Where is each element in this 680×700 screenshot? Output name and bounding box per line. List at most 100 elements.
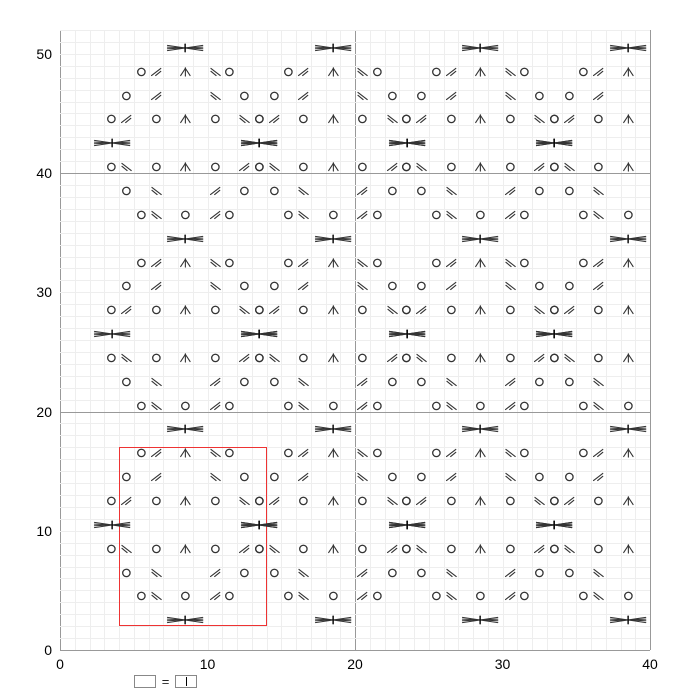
yarn-over-icon: [237, 567, 252, 579]
k2tog-right-icon: [296, 400, 311, 412]
k2tog-right-icon: [444, 209, 459, 221]
yarn-over-icon: [399, 304, 414, 316]
k2tog-right-icon: [503, 90, 518, 102]
k2tog-left-icon: [385, 352, 400, 364]
k2tog-right-icon: [355, 447, 370, 459]
yarn-over-icon: [267, 567, 282, 579]
k2tog-right-icon: [591, 376, 606, 388]
k2tog-right-icon: [149, 376, 164, 388]
cable-icon: [606, 423, 650, 435]
cable-icon: [458, 233, 502, 245]
yarn-over-icon: [547, 352, 562, 364]
cdd-icon: [473, 352, 488, 364]
yarn-over-icon: [576, 590, 591, 602]
k2tog-right-icon: [385, 304, 400, 316]
gridline-minor-h: [60, 54, 650, 55]
k2tog-right-icon: [208, 471, 223, 483]
yarn-over-icon: [532, 280, 547, 292]
cdd-icon: [621, 66, 636, 78]
k2tog-left-icon: [591, 280, 606, 292]
x-tick-label: 30: [495, 656, 511, 672]
yarn-over-icon: [429, 209, 444, 221]
gridline-minor-h: [60, 626, 650, 627]
k2tog-right-icon: [296, 185, 311, 197]
k2tog-right-icon: [296, 209, 311, 221]
yarn-over-icon: [621, 209, 636, 221]
yarn-over-icon: [252, 161, 267, 173]
legend: =: [134, 674, 198, 689]
yarn-over-icon: [591, 495, 606, 507]
k2tog-left-icon: [149, 280, 164, 292]
yarn-over-icon: [414, 567, 429, 579]
k2tog-left-icon: [119, 495, 134, 507]
yarn-over-icon: [355, 113, 370, 125]
k2tog-left-icon: [591, 90, 606, 102]
k2tog-right-icon: [591, 209, 606, 221]
yarn-over-icon: [399, 352, 414, 364]
k2tog-left-icon: [149, 90, 164, 102]
yarn-over-icon: [296, 495, 311, 507]
k2tog-left-icon: [444, 66, 459, 78]
k2tog-right-icon: [414, 161, 429, 173]
cdd-icon: [178, 66, 193, 78]
yarn-over-icon: [399, 161, 414, 173]
k2tog-right-icon: [503, 257, 518, 269]
k2tog-left-icon: [237, 543, 252, 555]
yarn-over-icon: [149, 543, 164, 555]
k2tog-left-icon: [355, 567, 370, 579]
k2tog-right-icon: [149, 400, 164, 412]
yarn-over-icon: [547, 304, 562, 316]
cable-icon: [90, 137, 134, 149]
k2tog-right-icon: [532, 304, 547, 316]
cable-icon: [90, 328, 134, 340]
yarn-over-icon: [296, 304, 311, 316]
k2tog-right-icon: [414, 352, 429, 364]
cdd-icon: [621, 161, 636, 173]
yarn-over-icon: [576, 66, 591, 78]
yarn-over-icon: [267, 280, 282, 292]
cdd-icon: [621, 543, 636, 555]
k2tog-left-icon: [296, 447, 311, 459]
gridline-minor-h: [60, 364, 650, 365]
k2tog-left-icon: [119, 304, 134, 316]
yarn-over-icon: [414, 185, 429, 197]
k2tog-right-icon: [444, 185, 459, 197]
gridline-minor-h: [60, 316, 650, 317]
yarn-over-icon: [562, 376, 577, 388]
k2tog-right-icon: [296, 590, 311, 602]
k2tog-left-icon: [267, 113, 282, 125]
k2tog-left-icon: [591, 257, 606, 269]
k2tog-right-icon: [355, 257, 370, 269]
yarn-over-icon: [281, 447, 296, 459]
k2tog-left-icon: [414, 304, 429, 316]
yarn-over-icon: [119, 185, 134, 197]
cdd-icon: [178, 113, 193, 125]
yarn-over-icon: [370, 66, 385, 78]
gridline-major-h: [60, 650, 650, 651]
gridline-major-v: [650, 30, 651, 650]
yarn-over-icon: [473, 590, 488, 602]
yarn-over-icon: [237, 90, 252, 102]
cable-icon: [237, 328, 281, 340]
yarn-over-icon: [252, 113, 267, 125]
cable-icon: [458, 42, 502, 54]
yarn-over-icon: [370, 209, 385, 221]
gridline-minor-h: [60, 233, 650, 234]
yarn-over-icon: [399, 543, 414, 555]
k2tog-right-icon: [267, 161, 282, 173]
k2tog-left-icon: [355, 590, 370, 602]
cdd-icon: [621, 257, 636, 269]
k2tog-left-icon: [503, 185, 518, 197]
yarn-over-icon: [134, 400, 149, 412]
k2tog-right-icon: [444, 567, 459, 579]
k2tog-left-icon: [208, 567, 223, 579]
yarn-over-icon: [399, 495, 414, 507]
cable-icon: [237, 137, 281, 149]
k2tog-right-icon: [119, 161, 134, 173]
gridline-minor-h: [60, 221, 650, 222]
yarn-over-icon: [517, 209, 532, 221]
cdd-icon: [178, 304, 193, 316]
cable-icon: [311, 233, 355, 245]
yarn-over-icon: [267, 90, 282, 102]
cable-icon: [311, 614, 355, 626]
